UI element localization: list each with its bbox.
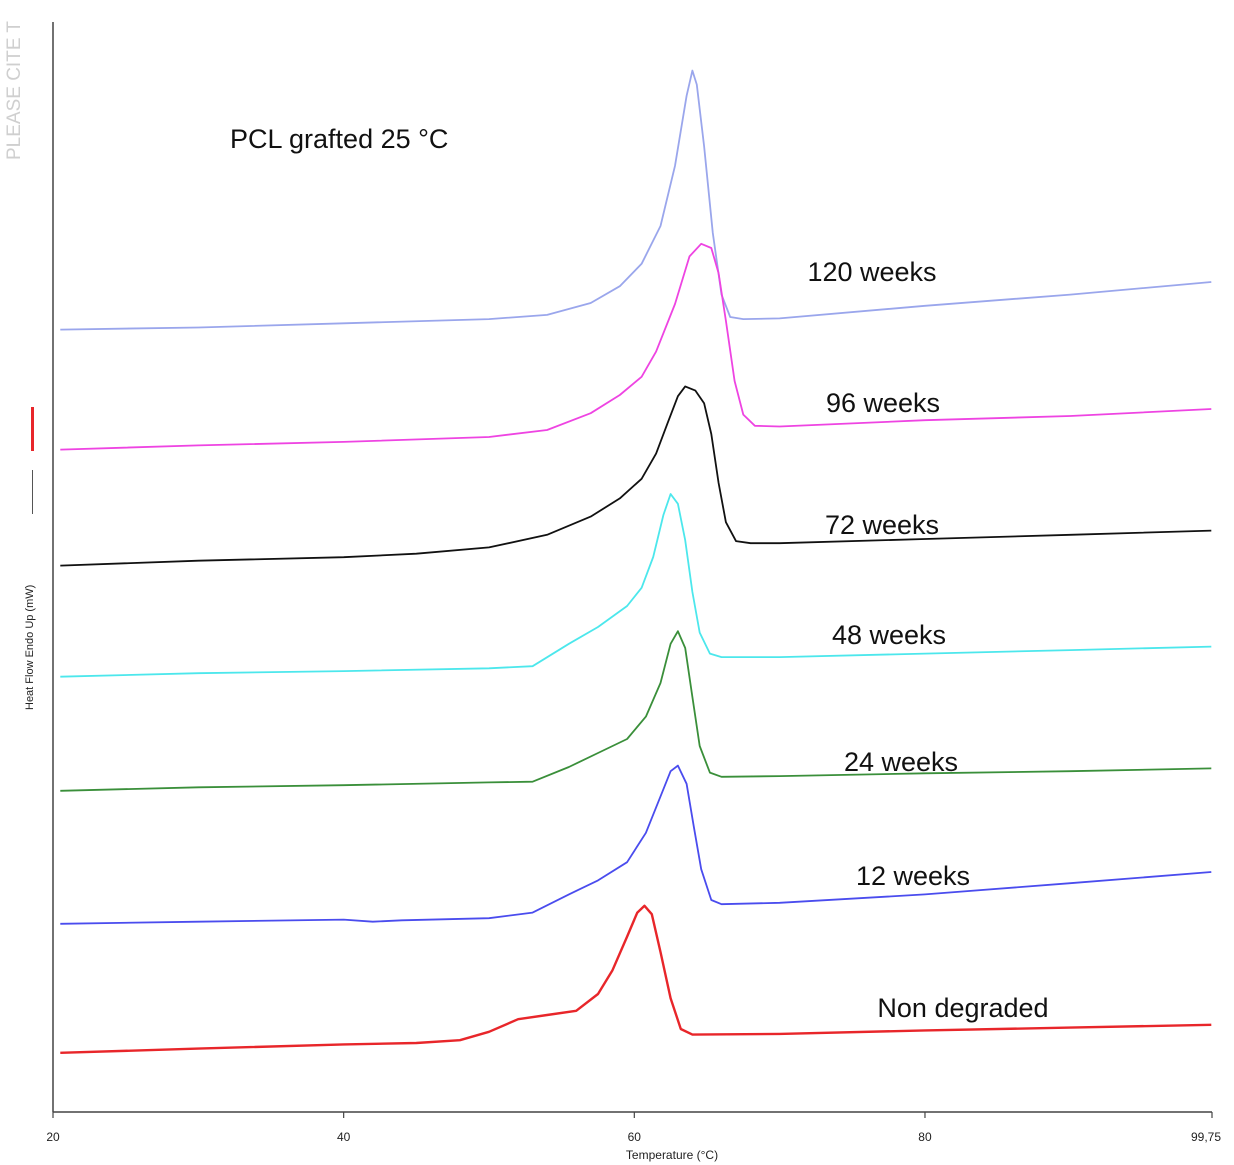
series-label: 48 weeks — [832, 620, 946, 650]
series-line-non-degraded — [60, 904, 1212, 1054]
series-line-24-weeks — [60, 630, 1212, 792]
series-label: 96 weeks — [826, 388, 940, 418]
series-line-96-weeks — [60, 242, 1212, 451]
series-label: 12 weeks — [856, 861, 970, 891]
series-line-12-weeks — [60, 764, 1212, 925]
x-tick-label: 60 — [628, 1130, 642, 1144]
series-line-120-weeks — [60, 69, 1212, 331]
series-label: 120 weeks — [807, 257, 936, 287]
chart-title: PCL grafted 25 °C — [230, 124, 448, 154]
series-label: 24 weeks — [844, 747, 958, 777]
legend-swatch-red — [31, 407, 34, 451]
x-tick-label: 99,75 — [1191, 1130, 1221, 1144]
x-tick-label: 80 — [918, 1130, 932, 1144]
series-line-72-weeks — [60, 385, 1212, 567]
series-label: 72 weeks — [825, 510, 939, 540]
x-tick-label: 20 — [46, 1130, 60, 1144]
series-line-48-weeks — [60, 493, 1212, 678]
series-label: Non degraded — [877, 993, 1048, 1023]
x-axis-label: Temperature (°C) — [626, 1148, 718, 1162]
x-tick-label: 40 — [337, 1130, 351, 1144]
legend-swatch-black — [32, 470, 33, 514]
